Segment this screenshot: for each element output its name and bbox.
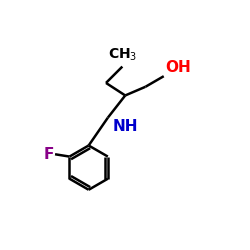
Text: CH$_3$: CH$_3$ [108,47,138,63]
Text: OH: OH [165,60,191,75]
Text: NH: NH [113,118,138,134]
Text: F: F [43,147,54,162]
